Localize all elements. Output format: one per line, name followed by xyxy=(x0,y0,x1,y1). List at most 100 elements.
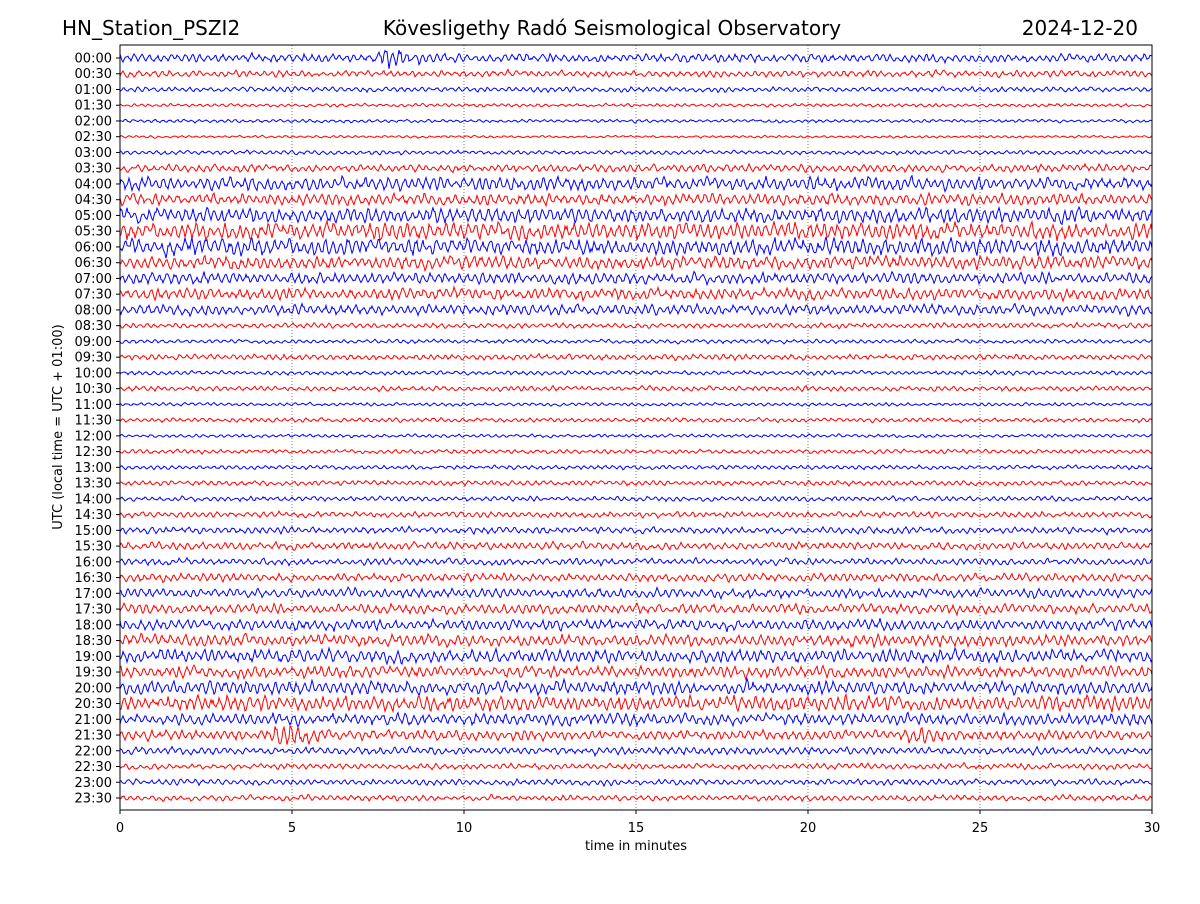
trace-1400 xyxy=(119,495,1153,503)
trace-1800 xyxy=(119,617,1153,633)
y-tick-label: 15:00 xyxy=(75,524,112,539)
trace-0300 xyxy=(119,149,1153,156)
y-tick-label: 00:30 xyxy=(75,67,112,82)
trace-0700 xyxy=(119,270,1153,287)
trace-0130 xyxy=(119,102,1153,108)
trace-1330 xyxy=(119,479,1153,488)
trace-0200 xyxy=(119,118,1152,124)
trace-2130 xyxy=(119,725,1153,745)
trace-0630 xyxy=(119,254,1153,273)
y-tick-label: 21:30 xyxy=(75,729,112,744)
trace-0500 xyxy=(119,205,1153,226)
trace-1700 xyxy=(119,586,1153,601)
observatory-title: Kövesligethy Radó Seismological Observat… xyxy=(383,16,841,40)
y-tick-label: 07:30 xyxy=(75,288,112,303)
y-tick-label: 03:30 xyxy=(75,162,112,177)
y-tick-label: 23:30 xyxy=(75,792,112,807)
y-tick-label: 05:00 xyxy=(75,209,112,224)
y-axis-label: UTC (local time = UTC + 01:00) xyxy=(51,324,66,529)
x-tick-label: 30 xyxy=(1144,821,1161,836)
trace-1930 xyxy=(119,663,1153,682)
trace-1830 xyxy=(119,632,1153,650)
date-title: 2024-12-20 xyxy=(1022,16,1138,40)
y-tick-label: 20:30 xyxy=(75,697,112,712)
trace-1230 xyxy=(119,448,1153,456)
y-tick-label: 17:00 xyxy=(75,587,112,602)
y-tick-label: 13:00 xyxy=(75,461,112,476)
x-tick-label: 0 xyxy=(116,821,124,836)
trace-1130 xyxy=(119,416,1153,424)
trace-0600 xyxy=(119,236,1153,259)
x-tick-label: 25 xyxy=(972,821,989,836)
trace-group xyxy=(119,49,1153,803)
y-tick-label: 06:30 xyxy=(75,256,112,271)
y-tick-label: 04:30 xyxy=(75,193,112,208)
y-tick-label: 11:30 xyxy=(75,414,112,429)
y-tick-label: 13:30 xyxy=(75,477,112,492)
x-tick-label: 15 xyxy=(628,821,645,836)
y-tick-label: 22:30 xyxy=(75,760,112,775)
y-tick-label: 04:00 xyxy=(75,177,112,192)
trace-2100 xyxy=(119,711,1153,728)
x-tick-label: 5 xyxy=(288,821,296,836)
y-tick-label: 21:00 xyxy=(75,713,112,728)
trace-1030 xyxy=(119,384,1152,393)
trace-1630 xyxy=(119,571,1153,584)
trace-0000 xyxy=(119,49,1153,69)
trace-0100 xyxy=(119,85,1153,94)
trace-0030 xyxy=(119,68,1153,79)
y-axis: 00:0000:3001:0001:3002:0002:3003:0003:30… xyxy=(75,52,120,807)
trace-0800 xyxy=(119,302,1153,318)
trace-0330 xyxy=(119,162,1153,174)
trace-2030 xyxy=(120,692,1153,714)
y-tick-label: 08:00 xyxy=(75,303,112,318)
y-tick-label: 12:30 xyxy=(75,445,112,460)
y-tick-label: 20:00 xyxy=(75,681,112,696)
trace-0400 xyxy=(119,174,1153,193)
grid-lines xyxy=(291,45,981,810)
trace-2300 xyxy=(120,777,1153,788)
trace-1000 xyxy=(119,369,1153,377)
y-tick-label: 10:30 xyxy=(75,382,112,397)
y-tick-label: 11:00 xyxy=(75,398,112,413)
y-tick-label: 02:00 xyxy=(75,114,112,129)
y-tick-label: 14:00 xyxy=(75,492,112,507)
trace-0830 xyxy=(119,321,1153,330)
trace-2000 xyxy=(119,677,1153,698)
trace-0900 xyxy=(119,338,1153,345)
y-tick-label: 12:00 xyxy=(75,429,112,444)
y-tick-label: 01:00 xyxy=(75,83,112,98)
y-tick-label: 16:00 xyxy=(75,555,112,570)
y-tick-label: 23:00 xyxy=(75,776,112,791)
y-tick-label: 18:00 xyxy=(75,618,112,633)
y-tick-label: 01:30 xyxy=(75,99,112,114)
y-tick-label: 05:30 xyxy=(75,225,112,240)
y-tick-label: 07:00 xyxy=(75,272,112,287)
trace-0430 xyxy=(119,191,1153,208)
trace-1300 xyxy=(119,464,1153,471)
trace-0230 xyxy=(119,134,1153,139)
y-tick-label: 00:00 xyxy=(75,52,112,67)
trace-0530 xyxy=(119,219,1153,243)
y-tick-label: 06:00 xyxy=(75,240,112,255)
y-tick-label: 17:30 xyxy=(75,603,112,618)
trace-2230 xyxy=(119,761,1153,771)
y-tick-label: 08:30 xyxy=(75,319,112,334)
trace-2330 xyxy=(119,793,1153,803)
trace-1530 xyxy=(119,540,1153,552)
trace-1200 xyxy=(119,433,1153,439)
y-tick-label: 10:00 xyxy=(75,366,112,381)
trace-1600 xyxy=(119,556,1153,568)
trace-2200 xyxy=(119,745,1153,758)
trace-0930 xyxy=(119,352,1153,362)
trace-1730 xyxy=(119,601,1153,617)
y-tick-label: 14:30 xyxy=(75,508,112,523)
x-tick-label: 20 xyxy=(800,821,817,836)
trace-1900 xyxy=(119,646,1153,666)
y-tick-label: 19:30 xyxy=(75,666,112,681)
trace-1500 xyxy=(119,525,1153,537)
y-tick-label: 03:00 xyxy=(75,146,112,161)
x-axis: 0 5 10 15 20 25 30 xyxy=(116,810,1160,836)
trace-1100 xyxy=(119,401,1153,408)
